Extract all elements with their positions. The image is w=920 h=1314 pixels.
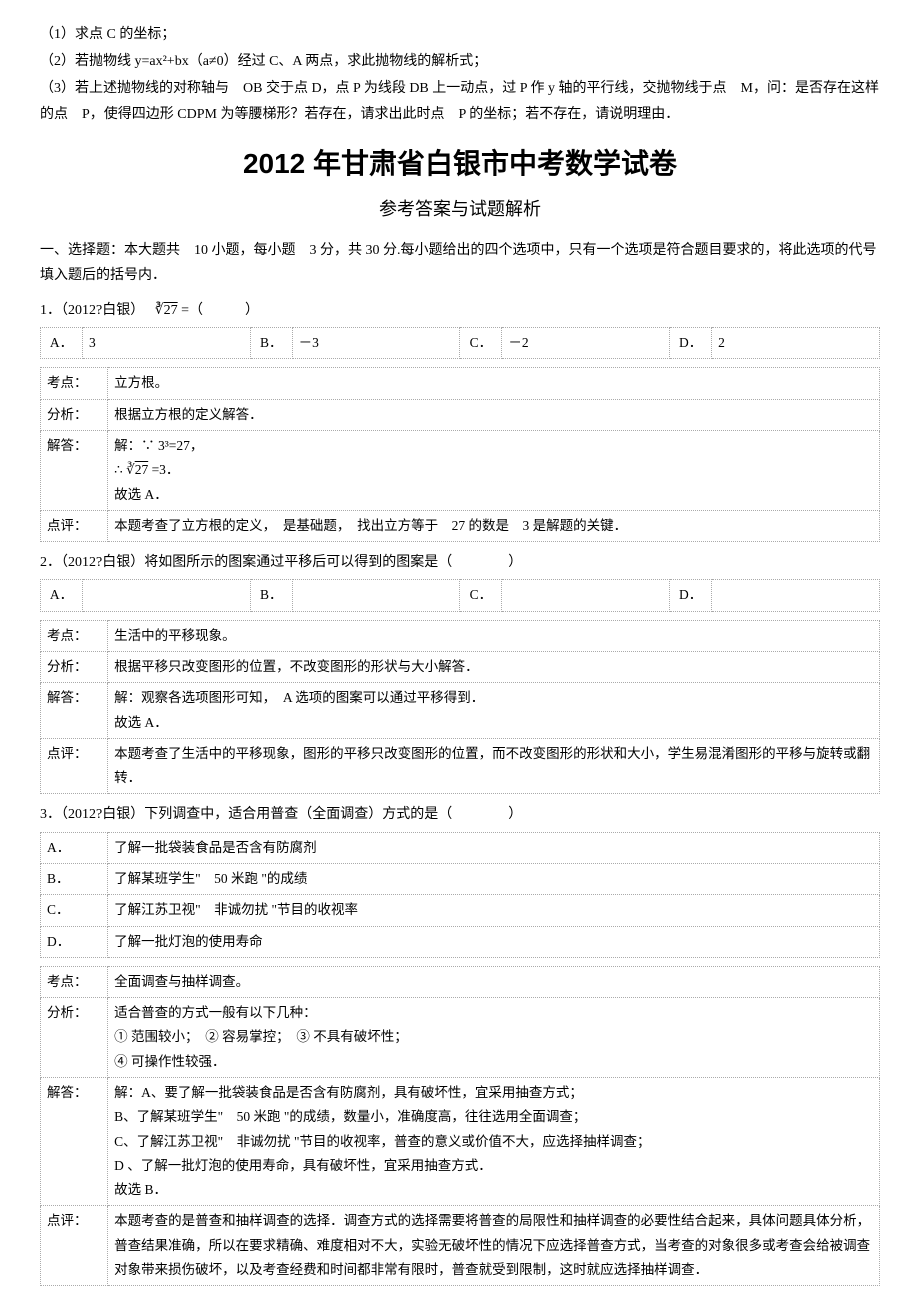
q1-opt-b: －3 bbox=[292, 328, 460, 359]
q3-jieda-2: B、了解某班学生" 50 米跑 "的成绩，数量小，准确度高，往往选用全面调查； bbox=[114, 1109, 586, 1124]
q2-opt-c bbox=[502, 580, 670, 611]
q3-jieda-3: C、了解江苏卫视" 非诚勿扰 "节目的收视率，普查的意义或价值不大，应选择抽样调… bbox=[114, 1134, 650, 1149]
q1-dianping-label: 点评： bbox=[41, 510, 108, 541]
q3-opt-d-label: D． bbox=[41, 926, 108, 957]
q2-options-table: A． B． C． D． bbox=[40, 579, 880, 611]
section-description: 一、选择题：本大题共 10 小题，每小题 3 分，共 30 分.每小题给出的四个… bbox=[40, 238, 880, 288]
q3-jieda-5: 故选 B． bbox=[114, 1182, 167, 1197]
q1-opt-b-label: B． bbox=[250, 328, 292, 359]
cube-root-27-icon: ∛27 bbox=[155, 303, 178, 318]
q1-stem-prefix: 1．（2012?白银） bbox=[40, 303, 151, 318]
q3-jieda-label: 解答： bbox=[41, 1078, 108, 1206]
q3-kaodian: 全面调查与抽样调查。 bbox=[108, 966, 880, 997]
q1-jieda-3: 故选 A． bbox=[114, 487, 168, 502]
sub-title: 参考答案与试题解析 bbox=[40, 193, 880, 225]
q3-opt-a: 了解一批袋装食品是否含有防腐剂 bbox=[108, 832, 880, 863]
q1-stem: 1．（2012?白银） ∛27 =（ ） bbox=[40, 298, 880, 323]
q1-opt-c: －2 bbox=[502, 328, 670, 359]
q3-fenxi-1: 适合普查的方式一般有以下几种： bbox=[114, 1005, 317, 1020]
q3-opt-b: 了解某班学生" 50 米跑 "的成绩 bbox=[108, 863, 880, 894]
q3-fenxi: 适合普查的方式一般有以下几种： ① 范围较小； ② 容易掌控； ③ 不具有破坏性… bbox=[108, 998, 880, 1078]
q3-opt-b-label: B． bbox=[41, 863, 108, 894]
q1-jieda-2-prefix: ∴ bbox=[114, 462, 123, 477]
intro-line-3: （3）若上述抛物线的对称轴与 OB 交于点 D，点 P 为线段 DB 上一动点，… bbox=[40, 76, 880, 126]
q2-fenxi-label: 分析： bbox=[41, 651, 108, 682]
q2-stem: 2．（2012?白银）将如图所示的图案通过平移后可以得到的图案是（ ） bbox=[40, 550, 880, 575]
intro-block: （1）求点 C 的坐标； （2）若抛物线 y=ax²+bx（a≠0）经过 C、A… bbox=[40, 22, 880, 127]
q1-opt-d-label: D． bbox=[670, 328, 712, 359]
q2-opt-a bbox=[82, 580, 250, 611]
q3-opt-c: 了解江苏卫视" 非诚勿扰 "节目的收视率 bbox=[108, 895, 880, 926]
q3-options-table: A．了解一批袋装食品是否含有防腐剂 B．了解某班学生" 50 米跑 "的成绩 C… bbox=[40, 832, 880, 958]
q1-kaodian: 立方根。 bbox=[108, 368, 880, 399]
q1-analysis-table: 考点：立方根。 分析：根据立方根的定义解答． 解答： 解：∵ 3³=27， ∴ … bbox=[40, 367, 880, 542]
main-title: 2012 年甘肃省白银市中考数学试卷 bbox=[40, 139, 880, 189]
q1-jieda: 解：∵ 3³=27， ∴ ∛27 =3． 故选 A． bbox=[108, 430, 880, 510]
q3-stem: 3．（2012?白银）下列调查中，适合用普查（全面调查）方式的是（ ） bbox=[40, 802, 880, 827]
q3-opt-d: 了解一批灯泡的使用寿命 bbox=[108, 926, 880, 957]
q2-dianping-label: 点评： bbox=[41, 738, 108, 794]
cube-root-27-icon: ∛27 bbox=[126, 462, 148, 477]
q2-fenxi: 根据平移只改变图形的位置，不改变图形的形状与大小解答． bbox=[108, 651, 880, 682]
q2-kaodian-label: 考点： bbox=[41, 620, 108, 651]
q1-opt-a: 3 bbox=[82, 328, 250, 359]
intro-line-2: （2）若抛物线 y=ax²+bx（a≠0）经过 C、A 两点，求此抛物线的解析式… bbox=[40, 49, 880, 74]
q3-opt-a-label: A． bbox=[41, 832, 108, 863]
q3-kaodian-label: 考点： bbox=[41, 966, 108, 997]
q3-analysis-table: 考点：全面调查与抽样调查。 分析： 适合普查的方式一般有以下几种： ① 范围较小… bbox=[40, 966, 880, 1287]
q2-opt-b-label: B． bbox=[250, 580, 292, 611]
q1-fenxi: 根据立方根的定义解答． bbox=[108, 399, 880, 430]
q1-kaodian-label: 考点： bbox=[41, 368, 108, 399]
q1-jieda-label: 解答： bbox=[41, 430, 108, 510]
q2-dianping: 本题考查了生活中的平移现象，图形的平移只改变图形的位置，而不改变图形的形状和大小… bbox=[108, 738, 880, 794]
q2-opt-d-label: D． bbox=[670, 580, 712, 611]
q1-jieda-1: 解：∵ 3³=27， bbox=[114, 438, 203, 453]
q2-jieda-2: 故选 A． bbox=[114, 715, 168, 730]
q1-dianping: 本题考查了立方根的定义， 是基础题， 找出立方等于 27 的数是 3 是解题的关… bbox=[108, 510, 880, 541]
q3-fenxi-label: 分析： bbox=[41, 998, 108, 1078]
q3-jieda: 解：A、要了解一批袋装食品是否含有防腐剂，具有破坏性，宜采用抽查方式； B、了解… bbox=[108, 1078, 880, 1206]
q3-dianping: 本题考查的是普查和抽样调查的选择．调查方式的选择需要将普查的局限性和抽样调查的必… bbox=[108, 1206, 880, 1286]
q1-opt-a-label: A． bbox=[41, 328, 83, 359]
q2-opt-b bbox=[292, 580, 460, 611]
q2-jieda: 解：观察各选项图形可知， A 选项的图案可以通过平移得到． 故选 A． bbox=[108, 683, 880, 739]
q1-options-table: A．3 B．－3 C．－2 D．2 bbox=[40, 327, 880, 359]
q1-opt-c-label: C． bbox=[460, 328, 502, 359]
q1-jieda-2-suffix: =3． bbox=[152, 462, 180, 477]
intro-line-1: （1）求点 C 的坐标； bbox=[40, 22, 880, 47]
q3-jieda-4: D 、了解一批灯泡的使用寿命，具有破坏性，宜采用抽查方式． bbox=[114, 1158, 492, 1173]
q2-analysis-table: 考点：生活中的平移现象。 分析：根据平移只改变图形的位置，不改变图形的形状与大小… bbox=[40, 620, 880, 795]
q2-jieda-label: 解答： bbox=[41, 683, 108, 739]
q2-jieda-1: 解：观察各选项图形可知， A 选项的图案可以通过平移得到． bbox=[114, 690, 484, 705]
q3-fenxi-3: ④ 可操作性较强． bbox=[114, 1054, 225, 1069]
q2-opt-a-label: A． bbox=[41, 580, 83, 611]
q3-dianping-label: 点评： bbox=[41, 1206, 108, 1286]
q1-fenxi-label: 分析： bbox=[41, 399, 108, 430]
q1-stem-suffix: =（ ） bbox=[181, 303, 259, 318]
q3-opt-c-label: C． bbox=[41, 895, 108, 926]
q2-opt-d bbox=[712, 580, 880, 611]
q3-fenxi-2: ① 范围较小； ② 容易掌控； ③ 不具有破坏性； bbox=[114, 1029, 408, 1044]
q1-opt-d: 2 bbox=[712, 328, 880, 359]
q2-opt-c-label: C． bbox=[460, 580, 502, 611]
q2-kaodian: 生活中的平移现象。 bbox=[108, 620, 880, 651]
q3-jieda-1: 解：A、要了解一批袋装食品是否含有防腐剂，具有破坏性，宜采用抽查方式； bbox=[114, 1085, 583, 1100]
